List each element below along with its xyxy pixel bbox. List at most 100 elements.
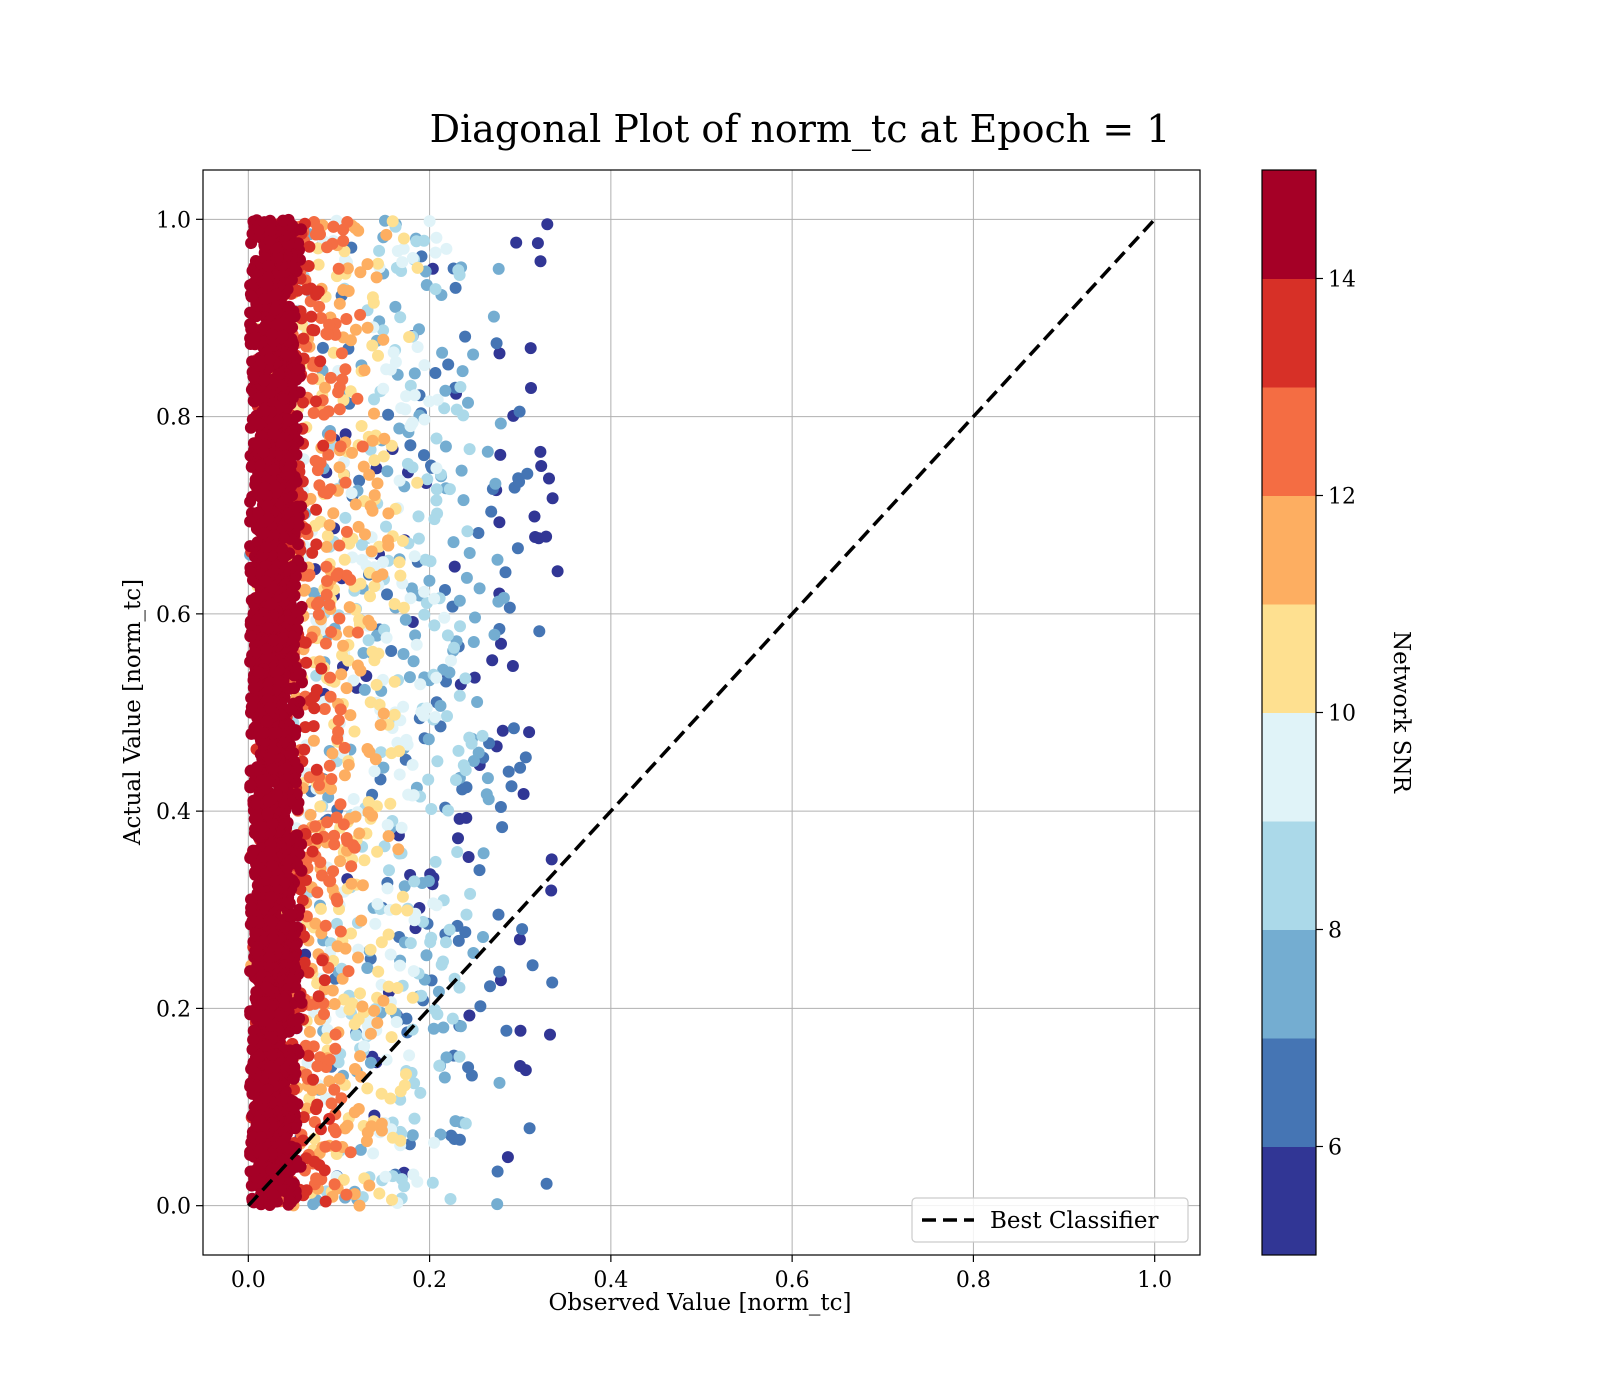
- scatter-point: [448, 641, 460, 654]
- scatter-point: [358, 1040, 371, 1053]
- scatter-point: [258, 899, 271, 912]
- scatter-point: [477, 931, 489, 943]
- scatter-point: [384, 948, 397, 961]
- scatter-point: [258, 293, 271, 305]
- scatter-point: [300, 656, 313, 669]
- scatter-point: [507, 722, 520, 735]
- scatter-point: [411, 261, 424, 274]
- y-tick-label: 0.4: [156, 800, 191, 825]
- scatter-point: [454, 1020, 467, 1033]
- scatter-point: [380, 363, 393, 376]
- scatter-point: [395, 821, 408, 834]
- scatter-point: [514, 1024, 527, 1037]
- scatter-point: [260, 643, 273, 656]
- scatter-point: [329, 1042, 342, 1055]
- scatter-point: [457, 759, 470, 772]
- scatter-point: [487, 310, 500, 323]
- scatter-point: [310, 598, 323, 611]
- scatter-point: [459, 1117, 472, 1130]
- scatter-point: [400, 1068, 412, 1081]
- scatter-point: [319, 1140, 332, 1153]
- scatter-point: [503, 601, 516, 614]
- scatter-point: [282, 1198, 295, 1211]
- scatter-point: [434, 1128, 447, 1141]
- scatter-point: [362, 614, 375, 627]
- scatter-point: [266, 859, 279, 872]
- legend-box: [911, 1197, 1189, 1243]
- scatter-point: [374, 719, 387, 731]
- scatter-point: [303, 1025, 316, 1038]
- scatter-point: [332, 386, 345, 399]
- scatter-point: [300, 1152, 313, 1165]
- scatter-point: [513, 933, 526, 946]
- scatter-point: [246, 915, 259, 928]
- scatter-point: [494, 801, 507, 813]
- scatter-point: [264, 598, 277, 611]
- scatter-point: [341, 262, 354, 275]
- scatter-point: [426, 1176, 439, 1189]
- scatter-point: [382, 830, 395, 843]
- scatter-point: [346, 446, 358, 459]
- scatter-point: [355, 420, 368, 432]
- scatter-point: [381, 465, 394, 478]
- scatter-point: [260, 981, 273, 994]
- scatter-point: [340, 313, 353, 325]
- scatter-point: [457, 409, 470, 422]
- scatter-point: [339, 476, 352, 489]
- scatter-point: [375, 936, 388, 949]
- scatter-point: [247, 1024, 260, 1037]
- scatter-point: [336, 373, 349, 386]
- scatter-point: [341, 216, 354, 228]
- scatter-point: [282, 909, 295, 922]
- scatter-point: [411, 1175, 424, 1188]
- scatter-point: [493, 347, 506, 360]
- scatter-point: [333, 297, 346, 310]
- scatter-point: [439, 440, 452, 453]
- plot-frame: [202, 169, 1201, 1256]
- colorbar-band: [1262, 604, 1316, 713]
- scatter-point: [328, 998, 341, 1010]
- scatter-point: [382, 507, 395, 520]
- scatter-point: [251, 613, 264, 626]
- y-tick-label: 0.6: [156, 603, 191, 628]
- scatter-point: [306, 845, 319, 858]
- scatter-point: [390, 1016, 403, 1028]
- colorbar-band: [1262, 1146, 1316, 1256]
- scatter-point: [486, 654, 499, 667]
- scatter-point: [395, 402, 408, 415]
- scatter-point: [346, 997, 359, 1010]
- scatter-point: [428, 592, 441, 605]
- scatter-point: [384, 1092, 397, 1105]
- scatter-point: [440, 242, 453, 255]
- scatter-point: [393, 422, 406, 435]
- scatter-point: [447, 536, 460, 549]
- scatter-point: [403, 671, 416, 684]
- scatter-point: [394, 1093, 407, 1106]
- scatter-point: [309, 519, 322, 532]
- scatter-point: [471, 696, 484, 708]
- scatter-point: [384, 1003, 397, 1016]
- scatter-point: [256, 996, 269, 1009]
- scatter-point: [258, 374, 270, 387]
- scatter-point: [368, 1004, 381, 1017]
- scatter-point: [306, 546, 319, 559]
- scatter-point: [443, 923, 456, 936]
- scatter-point: [371, 570, 384, 583]
- scatter-point: [296, 894, 309, 907]
- scatter-point: [344, 709, 357, 722]
- scatter-point: [302, 260, 315, 272]
- scatter-point: [317, 486, 330, 499]
- chart-title: Diagonal Plot of norm_tc at Epoch = 1: [430, 107, 1171, 152]
- scatter-point: [312, 258, 325, 271]
- scatter-point: [449, 281, 462, 294]
- scatter-point: [314, 800, 327, 813]
- scatter-point: [450, 774, 462, 786]
- scatter-point: [534, 255, 547, 268]
- scatter-point: [349, 498, 362, 511]
- scatter-point: [488, 628, 501, 641]
- scatter-point: [408, 1077, 421, 1090]
- scatter-point: [364, 500, 377, 513]
- scatter-point: [265, 224, 278, 237]
- scatter-point: [444, 1193, 457, 1205]
- scatter-point: [344, 1146, 357, 1159]
